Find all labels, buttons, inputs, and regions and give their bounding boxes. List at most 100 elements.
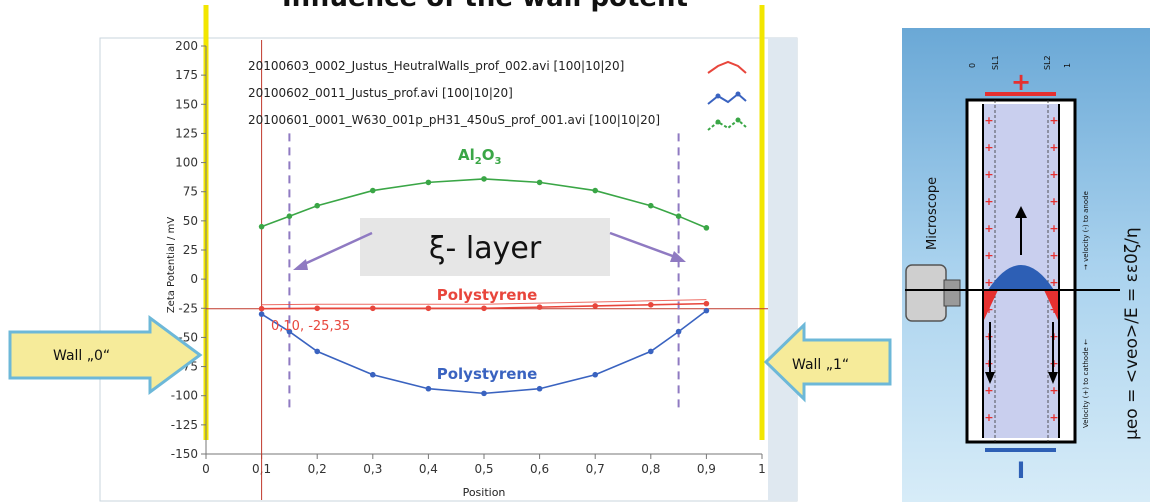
data-point-series-3 <box>536 179 543 186</box>
legend-entry-3-label: 20100601_0001_W630_001p_pH31_450uS_prof_… <box>248 113 660 127</box>
velocity-anode-label: → velocity (-) to anode <box>1082 191 1090 270</box>
wall-0-arrow <box>8 315 203 395</box>
data-point-series-3 <box>648 202 654 209</box>
data-point-series-3 <box>370 187 376 194</box>
wall-1-arrow <box>763 321 892 403</box>
wall-charge-plus: + <box>1049 222 1058 235</box>
data-point-series-3 <box>592 187 598 194</box>
microscope-label: Microscope <box>925 177 940 250</box>
wall-charge-plus: + <box>984 114 993 127</box>
flow-up-arrow-head <box>1015 206 1027 218</box>
wall-charge-plus: + <box>984 276 993 289</box>
xi-layer-boundaries <box>288 133 680 408</box>
data-point-series-3 <box>481 176 487 182</box>
data-point-series-2 <box>258 311 265 317</box>
velocity-profile-blue <box>988 265 1054 290</box>
wall-charge-plus: + <box>984 168 993 181</box>
x-tick-label: 0,2 <box>308 462 327 476</box>
diagram-label-sl2: SL2 <box>1043 55 1052 70</box>
data-point-series-3 <box>703 225 710 231</box>
y-tick-label: -25 <box>178 301 198 315</box>
wall-charge-plus: + <box>1049 168 1058 181</box>
data-point-series-2 <box>286 328 293 335</box>
y-tick-label: 25 <box>183 243 198 257</box>
mobility-formula: μeo = <veo>/E = εε0ζ/η <box>1122 227 1142 440</box>
data-point-series-1 <box>648 301 654 308</box>
data-point-series-2 <box>370 371 376 378</box>
legend: 20100603_0002_Justus_HeutralWalls_prof_0… <box>248 59 747 131</box>
y-axis-label: Zeta Potential / mV <box>166 217 177 314</box>
x-tick-label: 0,3 <box>363 462 382 476</box>
x-tick-label: 0,5 <box>474 462 493 476</box>
data-point-series-3 <box>258 223 265 230</box>
wall-charge-plus: + <box>984 384 993 397</box>
y-tick-label: 75 <box>183 185 198 199</box>
data-point-series-3 <box>286 213 293 219</box>
x-tick-label: 0,8 <box>641 462 660 476</box>
scroll-strip <box>768 38 797 501</box>
wall-charge-plus: + <box>1049 411 1058 424</box>
data-point-series-3 <box>314 202 321 209</box>
legend-swatch-blue <box>707 92 747 105</box>
wall-charge-plus: + <box>984 141 993 154</box>
wall-1-label: Wall „1“ <box>792 357 849 373</box>
diagram-label-sl1: SL1 <box>991 55 1000 70</box>
y-tick-label: 0 <box>190 272 198 286</box>
y-tick-label: 150 <box>175 97 198 111</box>
data-point-series-1 <box>481 305 487 312</box>
legend-entry-2-label: 20100602_0011_Justus_prof.avi [100|10|20… <box>248 86 513 100</box>
series-layer <box>258 176 710 397</box>
data-point-series-2 <box>675 328 682 335</box>
flow-down-arrow-left-head <box>985 372 995 384</box>
y-tick-label: 100 <box>175 156 198 170</box>
data-point-series-1 <box>425 305 432 312</box>
data-point-series-2 <box>703 307 710 314</box>
data-point-series-3 <box>675 213 682 219</box>
xi-arrow-left <box>299 231 373 268</box>
data-point-series-2 <box>648 348 654 355</box>
data-point-series-1 <box>370 305 376 312</box>
xi-arrow-right-head <box>670 251 686 262</box>
microscope-body <box>905 264 947 322</box>
polystyrene-blue-label: Polystyrene <box>437 365 538 383</box>
data-point-series-1 <box>536 304 543 310</box>
xi-layer-box <box>360 218 610 276</box>
data-point-series-2 <box>536 385 543 392</box>
data-point-series-2 <box>314 348 321 355</box>
page-title: Influence of the wall potent <box>282 0 688 13</box>
plus-electrode-label: + <box>1011 68 1031 96</box>
y-tick-label: 175 <box>175 68 198 82</box>
x-tick-label: 0,9 <box>697 462 716 476</box>
velocity-cathode-label: Velocity (+) to cathode ← <box>1082 339 1090 428</box>
velocity-profile-red-left <box>984 290 998 320</box>
wall-charge-plus: + <box>1049 249 1058 262</box>
y-tick-label: -150 <box>171 447 198 461</box>
data-point-series-1 <box>258 305 265 312</box>
wall-charge-plus: + <box>1049 195 1058 208</box>
y-tick-label: 200 <box>175 39 198 53</box>
data-point-series-1 <box>703 300 710 307</box>
x-tick-label: 0 <box>202 462 210 476</box>
series-line-1-upper <box>261 299 707 306</box>
microscope-lens <box>943 279 961 307</box>
wall-charge-plus: + <box>984 195 993 208</box>
diagram-label-0: 0 <box>968 63 977 68</box>
data-point-series-2 <box>592 371 598 378</box>
cursor-readout: 0,10, -25,35 <box>271 319 350 334</box>
x-axis-label: Position <box>463 486 506 499</box>
legend-swatch-blue-dot <box>735 91 741 97</box>
data-point-series-2 <box>425 385 432 392</box>
x-tick-label: 0,6 <box>530 462 549 476</box>
xi-arrow-left-head <box>293 259 308 270</box>
wall-charge-plus: + <box>1049 141 1058 154</box>
y-tick-label: -100 <box>171 389 198 403</box>
wall-charge-plus: + <box>984 249 993 262</box>
data-point-series-2 <box>481 390 487 397</box>
wall-0-label: Wall „0“ <box>53 348 110 364</box>
y-tick-label: -125 <box>171 418 198 432</box>
wall-charge-plus: + <box>984 222 993 235</box>
flow-down-arrow-right-head <box>1048 372 1058 384</box>
legend-swatch-red <box>707 60 747 74</box>
y-tick-label: 50 <box>183 214 198 228</box>
